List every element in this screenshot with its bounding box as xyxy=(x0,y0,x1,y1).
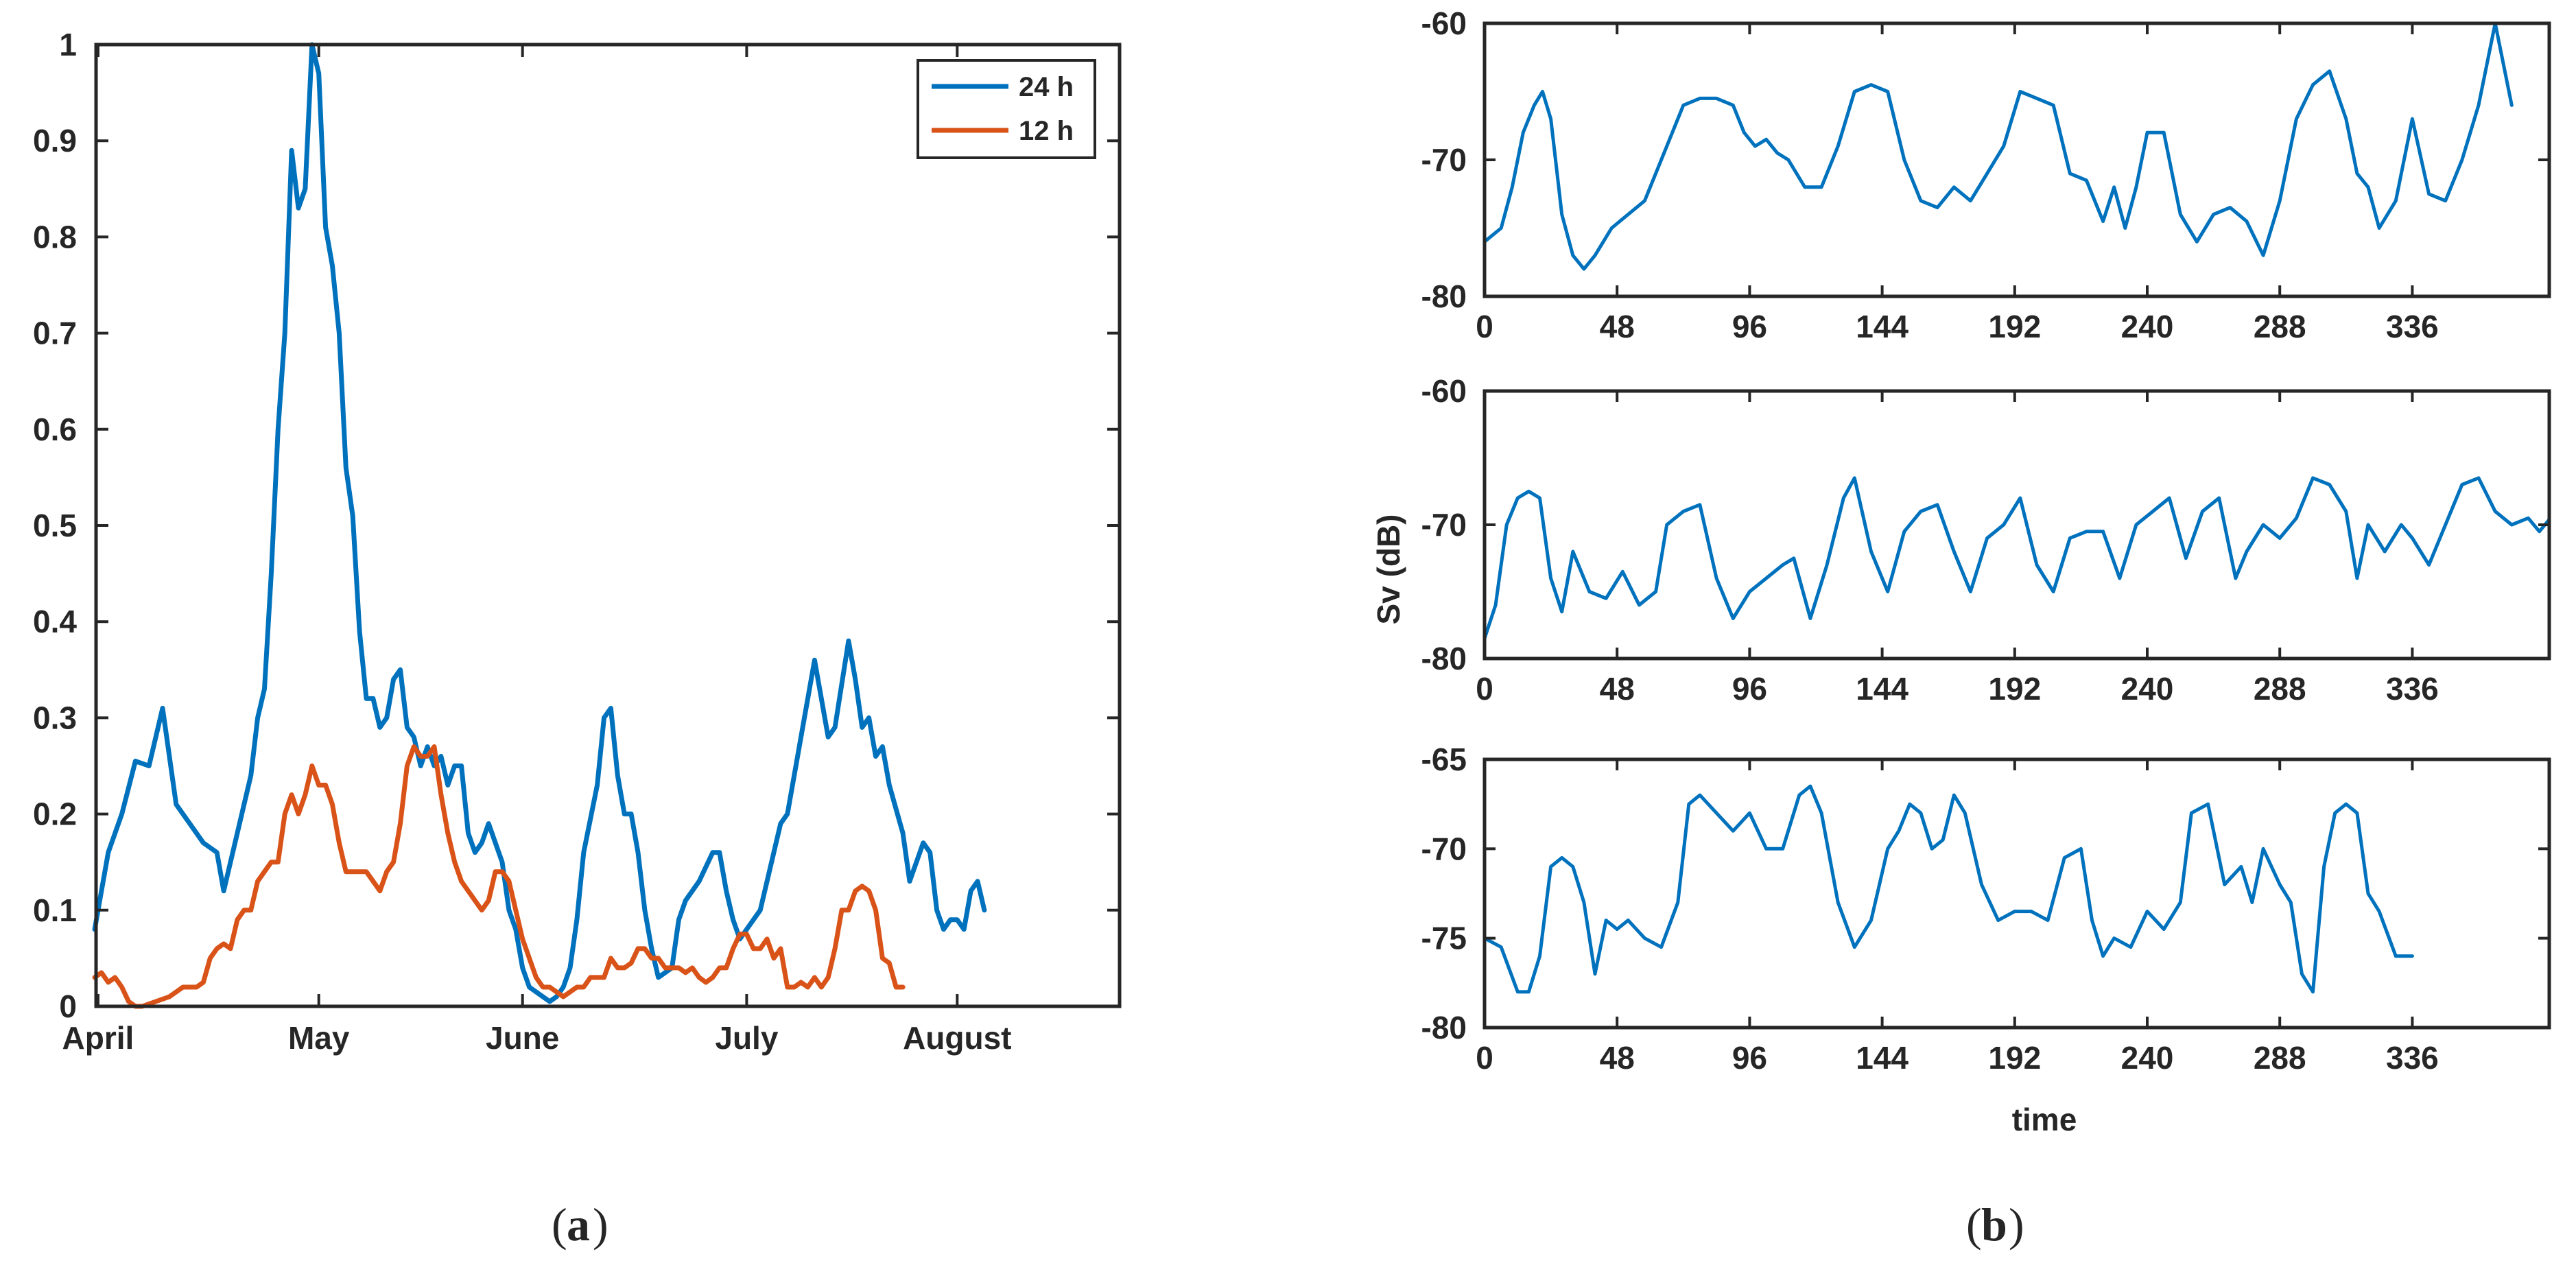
caption-a-close: ) xyxy=(593,1198,608,1251)
a-xtick-label: May xyxy=(288,1020,350,1056)
b-xtick-label: 288 xyxy=(2254,671,2306,707)
b-ytick-label: -80 xyxy=(1421,279,1467,314)
series-line-panel-1 xyxy=(1485,21,2514,271)
b-xtick-label: 192 xyxy=(1988,309,2041,344)
series-line-panel-2 xyxy=(1485,476,2549,641)
b-xtick-label: 288 xyxy=(2254,1040,2306,1076)
caption-a: ( a ) xyxy=(552,1198,608,1251)
b-xtick-label: 144 xyxy=(1856,309,1909,344)
caption-b-close: ) xyxy=(2009,1198,2024,1251)
b-xtick-label: 336 xyxy=(2386,1040,2439,1076)
b-xtick-label: 48 xyxy=(1600,671,1635,707)
caption-a-letter: a xyxy=(567,1198,590,1251)
b-xtick-label: 288 xyxy=(2254,309,2306,344)
b-ytick-label: -80 xyxy=(1421,1010,1467,1045)
chart-b-frame xyxy=(1482,757,2551,1030)
a-ytick-label: 0.7 xyxy=(33,316,77,351)
chart-a-legend: 24 h 12 h xyxy=(917,59,1096,159)
chart-b-panel-2: -60 -70 -80 0 48 96 144 192 240 288 336 xyxy=(1421,373,2551,707)
chart-b-panel-3: -65 -70 -75 -80 0 48 96 144 192 240 288 336 xyxy=(1421,742,2551,1076)
b-xtick-label: 144 xyxy=(1856,1040,1909,1076)
a-ytick-label: 0.6 xyxy=(33,412,77,447)
b-ytick-label: -70 xyxy=(1421,831,1467,866)
b-xtick-label: 0 xyxy=(1476,309,1493,344)
b-ytick-label: -70 xyxy=(1421,142,1467,178)
b-xtick-label: 48 xyxy=(1600,1040,1635,1076)
caption-b-open: ( xyxy=(1966,1198,1982,1251)
chart-b-ylabel: Sv (dB) xyxy=(1371,514,1406,625)
chart-b: -60 -70 -80 0 48 96 144 192 240 288 336 -60 -70 -80 0 4… xyxy=(1371,5,2551,1137)
legend-box xyxy=(917,59,1096,159)
b-ytick-label: -65 xyxy=(1421,742,1467,777)
legend-label-24h: 24 h xyxy=(1019,72,1074,102)
b-xtick-label: 96 xyxy=(1732,1040,1767,1076)
b-xtick-label: 0 xyxy=(1476,671,1493,707)
a-ytick-label: 0.2 xyxy=(33,796,77,832)
chart-b-frame xyxy=(1482,389,2551,661)
b-xtick-label: 48 xyxy=(1600,309,1635,344)
a-ytick-label: 0.4 xyxy=(33,604,77,639)
b-xtick-label: 336 xyxy=(2386,671,2439,707)
a-xtick-label: June xyxy=(486,1020,559,1056)
b-xtick-label: 240 xyxy=(2121,671,2174,707)
b-xtick-label: 144 xyxy=(1856,671,1909,707)
b-ytick-label: -80 xyxy=(1421,641,1467,676)
b-ytick-label: -75 xyxy=(1421,921,1467,956)
chart-a-frame xyxy=(94,43,1122,1008)
legend-label-12h: 12 h xyxy=(1019,116,1074,146)
series-line-12h xyxy=(92,744,906,1009)
b-ytick-label: -60 xyxy=(1421,373,1467,409)
chart-b-xlabel: time xyxy=(2012,1102,2077,1137)
a-ytick-label: 0.9 xyxy=(33,123,77,158)
b-xtick-label: 336 xyxy=(2386,309,2439,344)
a-xtick-label: July xyxy=(715,1020,778,1056)
series-line-panel-3 xyxy=(1485,784,2414,994)
a-ytick-label: 0.8 xyxy=(33,219,77,254)
caption-b: ( b ) xyxy=(1966,1198,2024,1251)
b-xtick-label: 0 xyxy=(1476,1040,1493,1076)
caption-b-letter: b xyxy=(1981,1198,2007,1251)
b-xtick-label: 240 xyxy=(2121,1040,2174,1076)
a-ytick-label: 0.1 xyxy=(33,892,77,928)
a-ytick-label: 0.5 xyxy=(33,508,77,543)
a-ytick-label: 1 xyxy=(59,27,77,62)
b-ytick-label: -70 xyxy=(1421,507,1467,543)
b-ytick-label: -60 xyxy=(1421,5,1467,41)
b-xtick-label: 96 xyxy=(1732,671,1767,707)
a-ytick-label: 0 xyxy=(59,988,77,1024)
b-xtick-label: 192 xyxy=(1988,671,2041,707)
caption-a-open: ( xyxy=(552,1198,567,1251)
a-xtick-label: August xyxy=(903,1020,1011,1056)
chart-a: 0 0.1 0.2 0.3 0.4 0.5 0.6 0.7 0.8 0.9 1 April May Jun… xyxy=(33,27,1122,1056)
chart-b-frame xyxy=(1482,21,2551,298)
series-line-24h xyxy=(92,42,987,1004)
b-xtick-label: 96 xyxy=(1732,309,1767,344)
a-ytick-label: 0.3 xyxy=(33,700,77,735)
b-xtick-label: 240 xyxy=(2121,309,2174,344)
b-xtick-label: 192 xyxy=(1988,1040,2041,1076)
a-xtick-label: April xyxy=(62,1020,134,1056)
chart-b-panel-1: -60 -70 -80 0 48 96 144 192 240 288 336 xyxy=(1421,5,2551,344)
